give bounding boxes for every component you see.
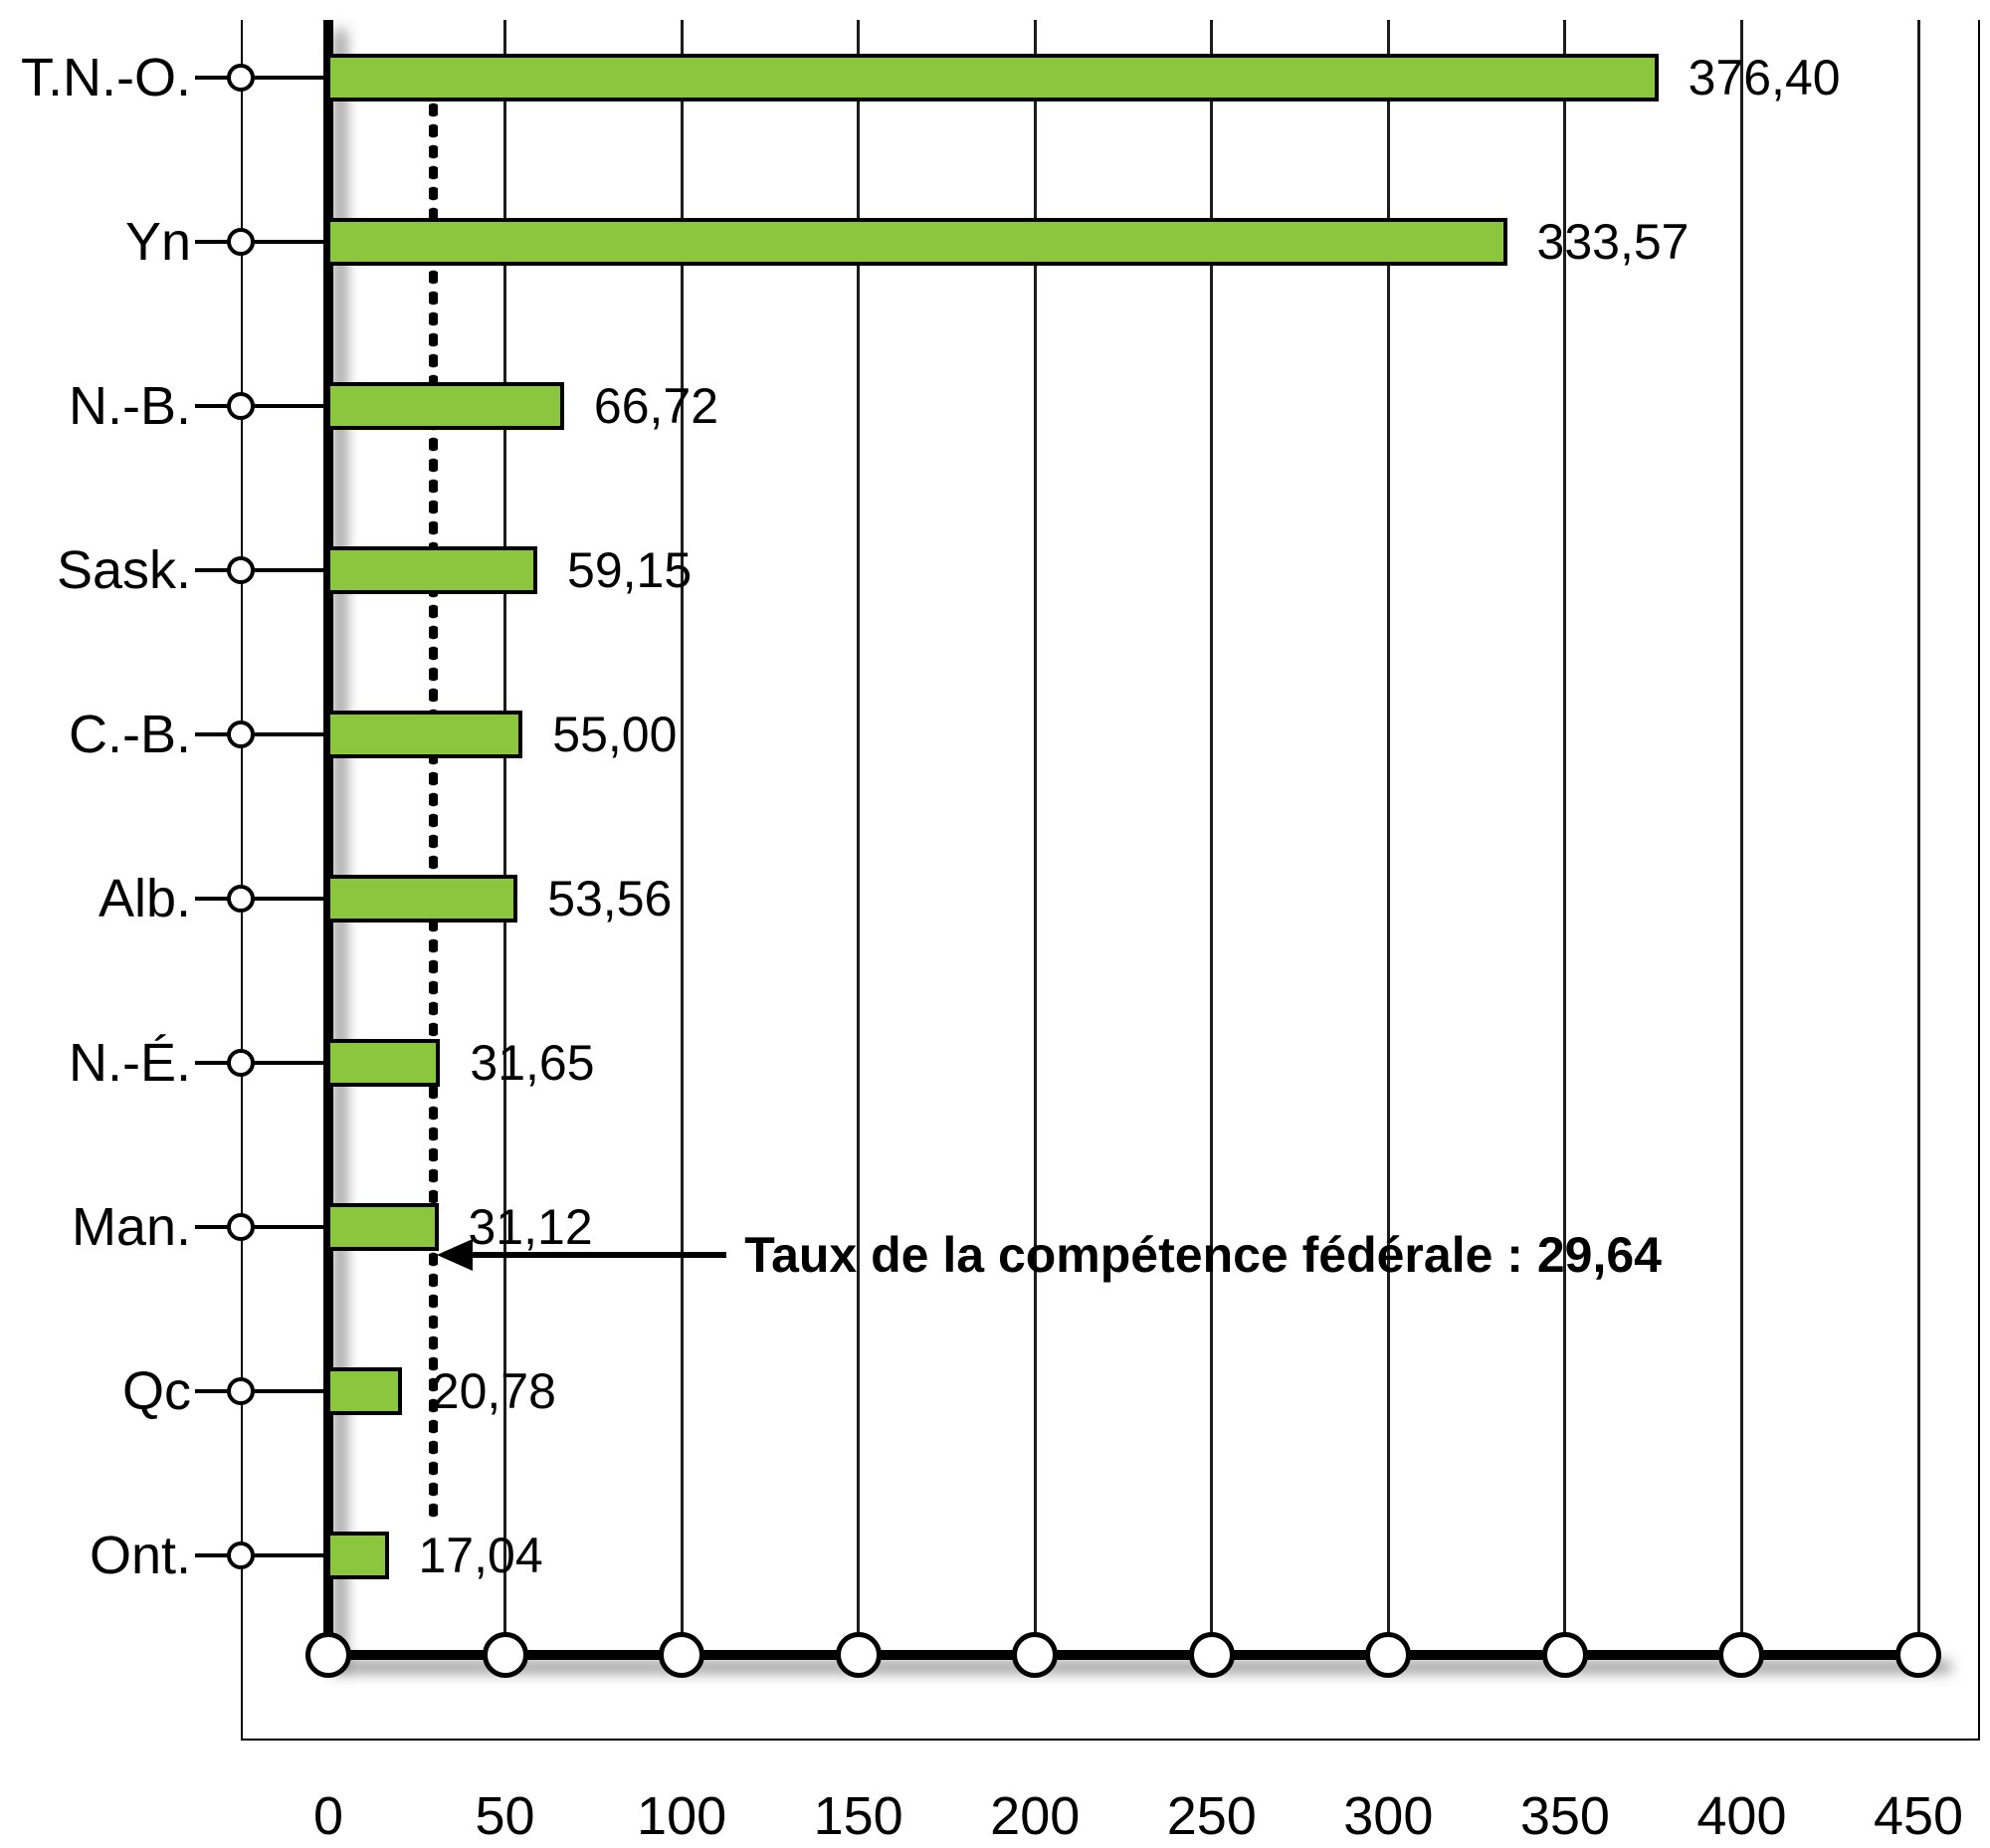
y-axis-tick-line bbox=[195, 240, 328, 244]
x-axis-tick-marker bbox=[1895, 1632, 1941, 1678]
y-axis bbox=[323, 20, 333, 1660]
bar-value-label: 376,40 bbox=[1688, 50, 1841, 105]
y-axis-label: Man. bbox=[71, 1197, 191, 1257]
y-axis-tick-line bbox=[195, 568, 328, 572]
bar bbox=[326, 711, 523, 758]
y-axis-tick-line bbox=[195, 76, 328, 80]
reference-line bbox=[428, 58, 438, 1521]
y-axis-tick-marker bbox=[227, 556, 255, 584]
bar-value-label: 17,04 bbox=[418, 1528, 543, 1583]
bar-value-label: 55,00 bbox=[552, 707, 678, 762]
bar-value-label: 53,56 bbox=[547, 871, 673, 926]
x-axis-tick-label: 400 bbox=[1696, 1786, 1787, 1846]
gridline bbox=[1386, 20, 1390, 1655]
bar-value-label: 31,12 bbox=[468, 1199, 593, 1255]
x-axis-tick-marker bbox=[1718, 1632, 1765, 1678]
x-axis-tick-marker bbox=[305, 1632, 351, 1678]
gridline bbox=[857, 20, 861, 1655]
y-axis-tick-marker bbox=[227, 64, 255, 92]
gridline bbox=[1210, 20, 1214, 1655]
y-axis-label: C.-B. bbox=[68, 705, 191, 764]
y-axis-label: Qc bbox=[121, 1361, 191, 1421]
x-axis-tick-label: 250 bbox=[1166, 1786, 1257, 1846]
bar bbox=[326, 1367, 402, 1415]
y-axis-label: N.-B. bbox=[68, 376, 191, 436]
y-axis-tick-line bbox=[195, 1553, 328, 1557]
bar bbox=[326, 54, 1659, 102]
y-axis-tick-line bbox=[195, 732, 328, 736]
y-axis-tick-marker bbox=[227, 720, 255, 748]
y-axis-tick-marker bbox=[227, 228, 255, 256]
gridline bbox=[1033, 20, 1037, 1655]
bar bbox=[326, 546, 538, 594]
y-axis-label: Sask. bbox=[56, 540, 191, 600]
x-axis-tick-label: 0 bbox=[312, 1786, 344, 1846]
gridline bbox=[1739, 20, 1743, 1655]
gridline bbox=[1563, 20, 1567, 1655]
arrow-line bbox=[473, 1252, 727, 1258]
bar bbox=[326, 875, 518, 923]
y-axis-label: Ont. bbox=[89, 1526, 191, 1585]
bar bbox=[326, 1532, 389, 1579]
y-axis-tick-marker bbox=[227, 392, 255, 420]
gridline bbox=[680, 20, 684, 1655]
y-axis-label: Yn bbox=[124, 212, 191, 272]
x-axis bbox=[323, 1650, 1940, 1660]
y-axis-tick-marker bbox=[227, 1213, 255, 1241]
y-axis-tick-line bbox=[195, 897, 328, 901]
x-axis-tick-label: 100 bbox=[637, 1786, 727, 1846]
x-axis-tick-marker bbox=[835, 1632, 882, 1678]
reference-annotation-label: Taux de la compétence fédérale : 29,64 bbox=[744, 1227, 1662, 1283]
y-axis-tick-marker bbox=[227, 1377, 255, 1405]
bar bbox=[326, 382, 564, 430]
bar bbox=[326, 1039, 441, 1087]
x-axis-tick-label: 150 bbox=[813, 1786, 903, 1846]
bar bbox=[326, 218, 1507, 266]
bar-value-label: 333,57 bbox=[1536, 214, 1690, 270]
bar-value-label: 31,65 bbox=[470, 1035, 595, 1091]
y-axis-tick-line bbox=[195, 1389, 328, 1393]
plot-frame-left bbox=[241, 20, 243, 1739]
y-axis-label: N.-É. bbox=[68, 1033, 191, 1093]
x-axis-tick-marker bbox=[1541, 1632, 1588, 1678]
plot-frame-bottom bbox=[241, 1739, 1980, 1741]
y-axis-tick-line bbox=[195, 404, 328, 408]
x-axis-tick-label: 300 bbox=[1343, 1786, 1434, 1846]
x-axis-tick-marker bbox=[1188, 1632, 1235, 1678]
y-axis-tick-marker bbox=[227, 1541, 255, 1569]
gridline bbox=[503, 20, 507, 1655]
bar-value-label: 59,15 bbox=[567, 542, 693, 598]
reference-annotation: Taux de la compétence fédérale : 29,64 bbox=[437, 1226, 1662, 1284]
y-axis-tick-marker bbox=[227, 1049, 255, 1077]
x-axis-tick-marker bbox=[1365, 1632, 1412, 1678]
y-axis-tick-line bbox=[195, 1225, 328, 1229]
x-axis-tick-label: 50 bbox=[475, 1786, 535, 1846]
plot-frame-right bbox=[1978, 20, 1980, 1739]
bar-value-label: 66,72 bbox=[593, 378, 719, 434]
bar-value-label: 20,78 bbox=[431, 1363, 556, 1419]
bar bbox=[326, 1203, 439, 1251]
x-axis-tick-label: 200 bbox=[990, 1786, 1081, 1846]
x-axis-tick-label: 350 bbox=[1519, 1786, 1610, 1846]
y-axis-tick-line bbox=[195, 1061, 328, 1065]
y-axis-label: T.N.-O. bbox=[21, 48, 191, 107]
x-axis-tick-label: 450 bbox=[1873, 1786, 1964, 1846]
gridline bbox=[1916, 20, 1920, 1655]
x-axis-tick-marker bbox=[482, 1632, 528, 1678]
y-axis-tick-marker bbox=[227, 885, 255, 913]
y-axis-label: Alb. bbox=[98, 869, 191, 928]
x-axis-tick-marker bbox=[1012, 1632, 1059, 1678]
arrow-icon bbox=[437, 1239, 474, 1271]
x-axis-tick-marker bbox=[659, 1632, 705, 1678]
